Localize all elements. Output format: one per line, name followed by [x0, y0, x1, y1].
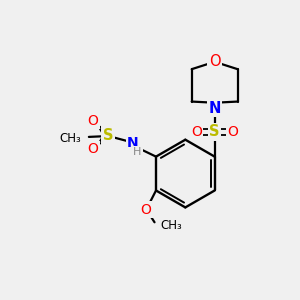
- Text: N: N: [127, 136, 139, 150]
- Text: CH₃: CH₃: [160, 219, 182, 232]
- Text: O: O: [140, 202, 151, 217]
- Text: H: H: [133, 147, 142, 157]
- Text: O: O: [191, 124, 202, 139]
- Text: O: O: [87, 142, 98, 156]
- Text: S: S: [103, 128, 113, 142]
- Text: O: O: [227, 124, 239, 139]
- Text: O: O: [87, 114, 98, 128]
- Text: O: O: [209, 54, 220, 69]
- Text: CH₃: CH₃: [60, 132, 82, 145]
- Text: N: N: [208, 100, 221, 116]
- Text: S: S: [209, 124, 220, 139]
